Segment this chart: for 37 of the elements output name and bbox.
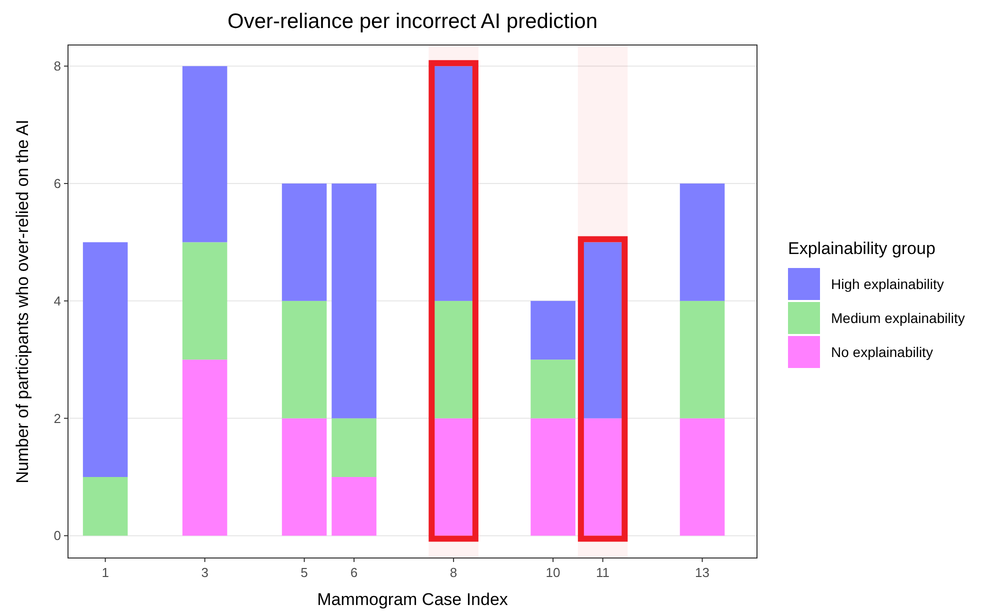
y-tick-label: 8 — [54, 58, 61, 74]
bar — [282, 184, 327, 301]
legend-label: High explainability — [831, 276, 944, 292]
legend-title: Explainability group — [788, 239, 936, 258]
x-axis-title: Mammogram Case Index — [317, 590, 508, 609]
bar — [82, 242, 128, 477]
y-tick-label: 4 — [54, 293, 61, 308]
bar — [182, 66, 228, 242]
legend-label: No explainability — [831, 344, 933, 360]
bar — [530, 360, 576, 418]
x-tick-label: 3 — [201, 565, 208, 580]
bar — [332, 184, 376, 418]
x-tick-label: 1 — [102, 565, 109, 580]
x-tick-label: 11 — [596, 565, 610, 580]
y-tick-label: 2 — [54, 410, 61, 426]
bar — [680, 418, 725, 536]
x-tick-label: 13 — [695, 565, 710, 580]
bar — [82, 477, 128, 536]
bar — [680, 300, 725, 418]
bar — [332, 477, 376, 536]
bar — [680, 184, 725, 301]
y-axis-title: Number of participants who over-relied on the AI — [13, 120, 32, 484]
x-tick-label: 6 — [350, 565, 358, 580]
legend-label: Medium explainability — [831, 310, 965, 326]
bar — [332, 418, 376, 477]
x-tick-label: 8 — [450, 565, 458, 580]
chart-title: Over-reliance per incorrect AI prediction — [228, 10, 598, 33]
bar — [282, 300, 327, 418]
bar — [282, 418, 327, 536]
bar — [530, 300, 576, 360]
y-tick-label: 6 — [54, 176, 61, 192]
bar — [530, 418, 576, 536]
bar — [182, 242, 228, 360]
x-tick-label: 5 — [300, 565, 308, 580]
x-tick-label: 10 — [546, 565, 560, 580]
y-tick-label: 0 — [54, 528, 61, 544]
bar — [182, 360, 228, 536]
